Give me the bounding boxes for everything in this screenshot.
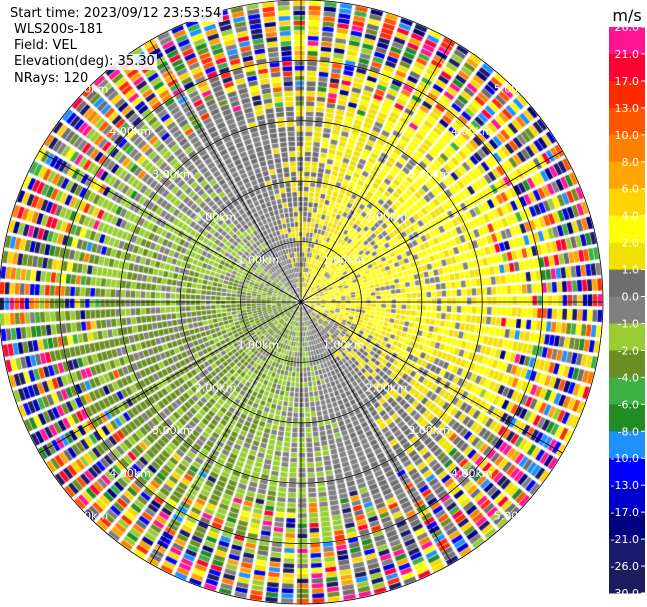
start-time-label: Start time: 2023/09/12 23:53:54 [8, 6, 224, 22]
instrument-label: WLS200s-181 [12, 22, 106, 38]
field-label: Field: VEL [12, 38, 79, 54]
nrays-label: NRays: 120 [12, 71, 91, 87]
elevation-label: Elevation(deg): 35.30 [12, 54, 157, 70]
